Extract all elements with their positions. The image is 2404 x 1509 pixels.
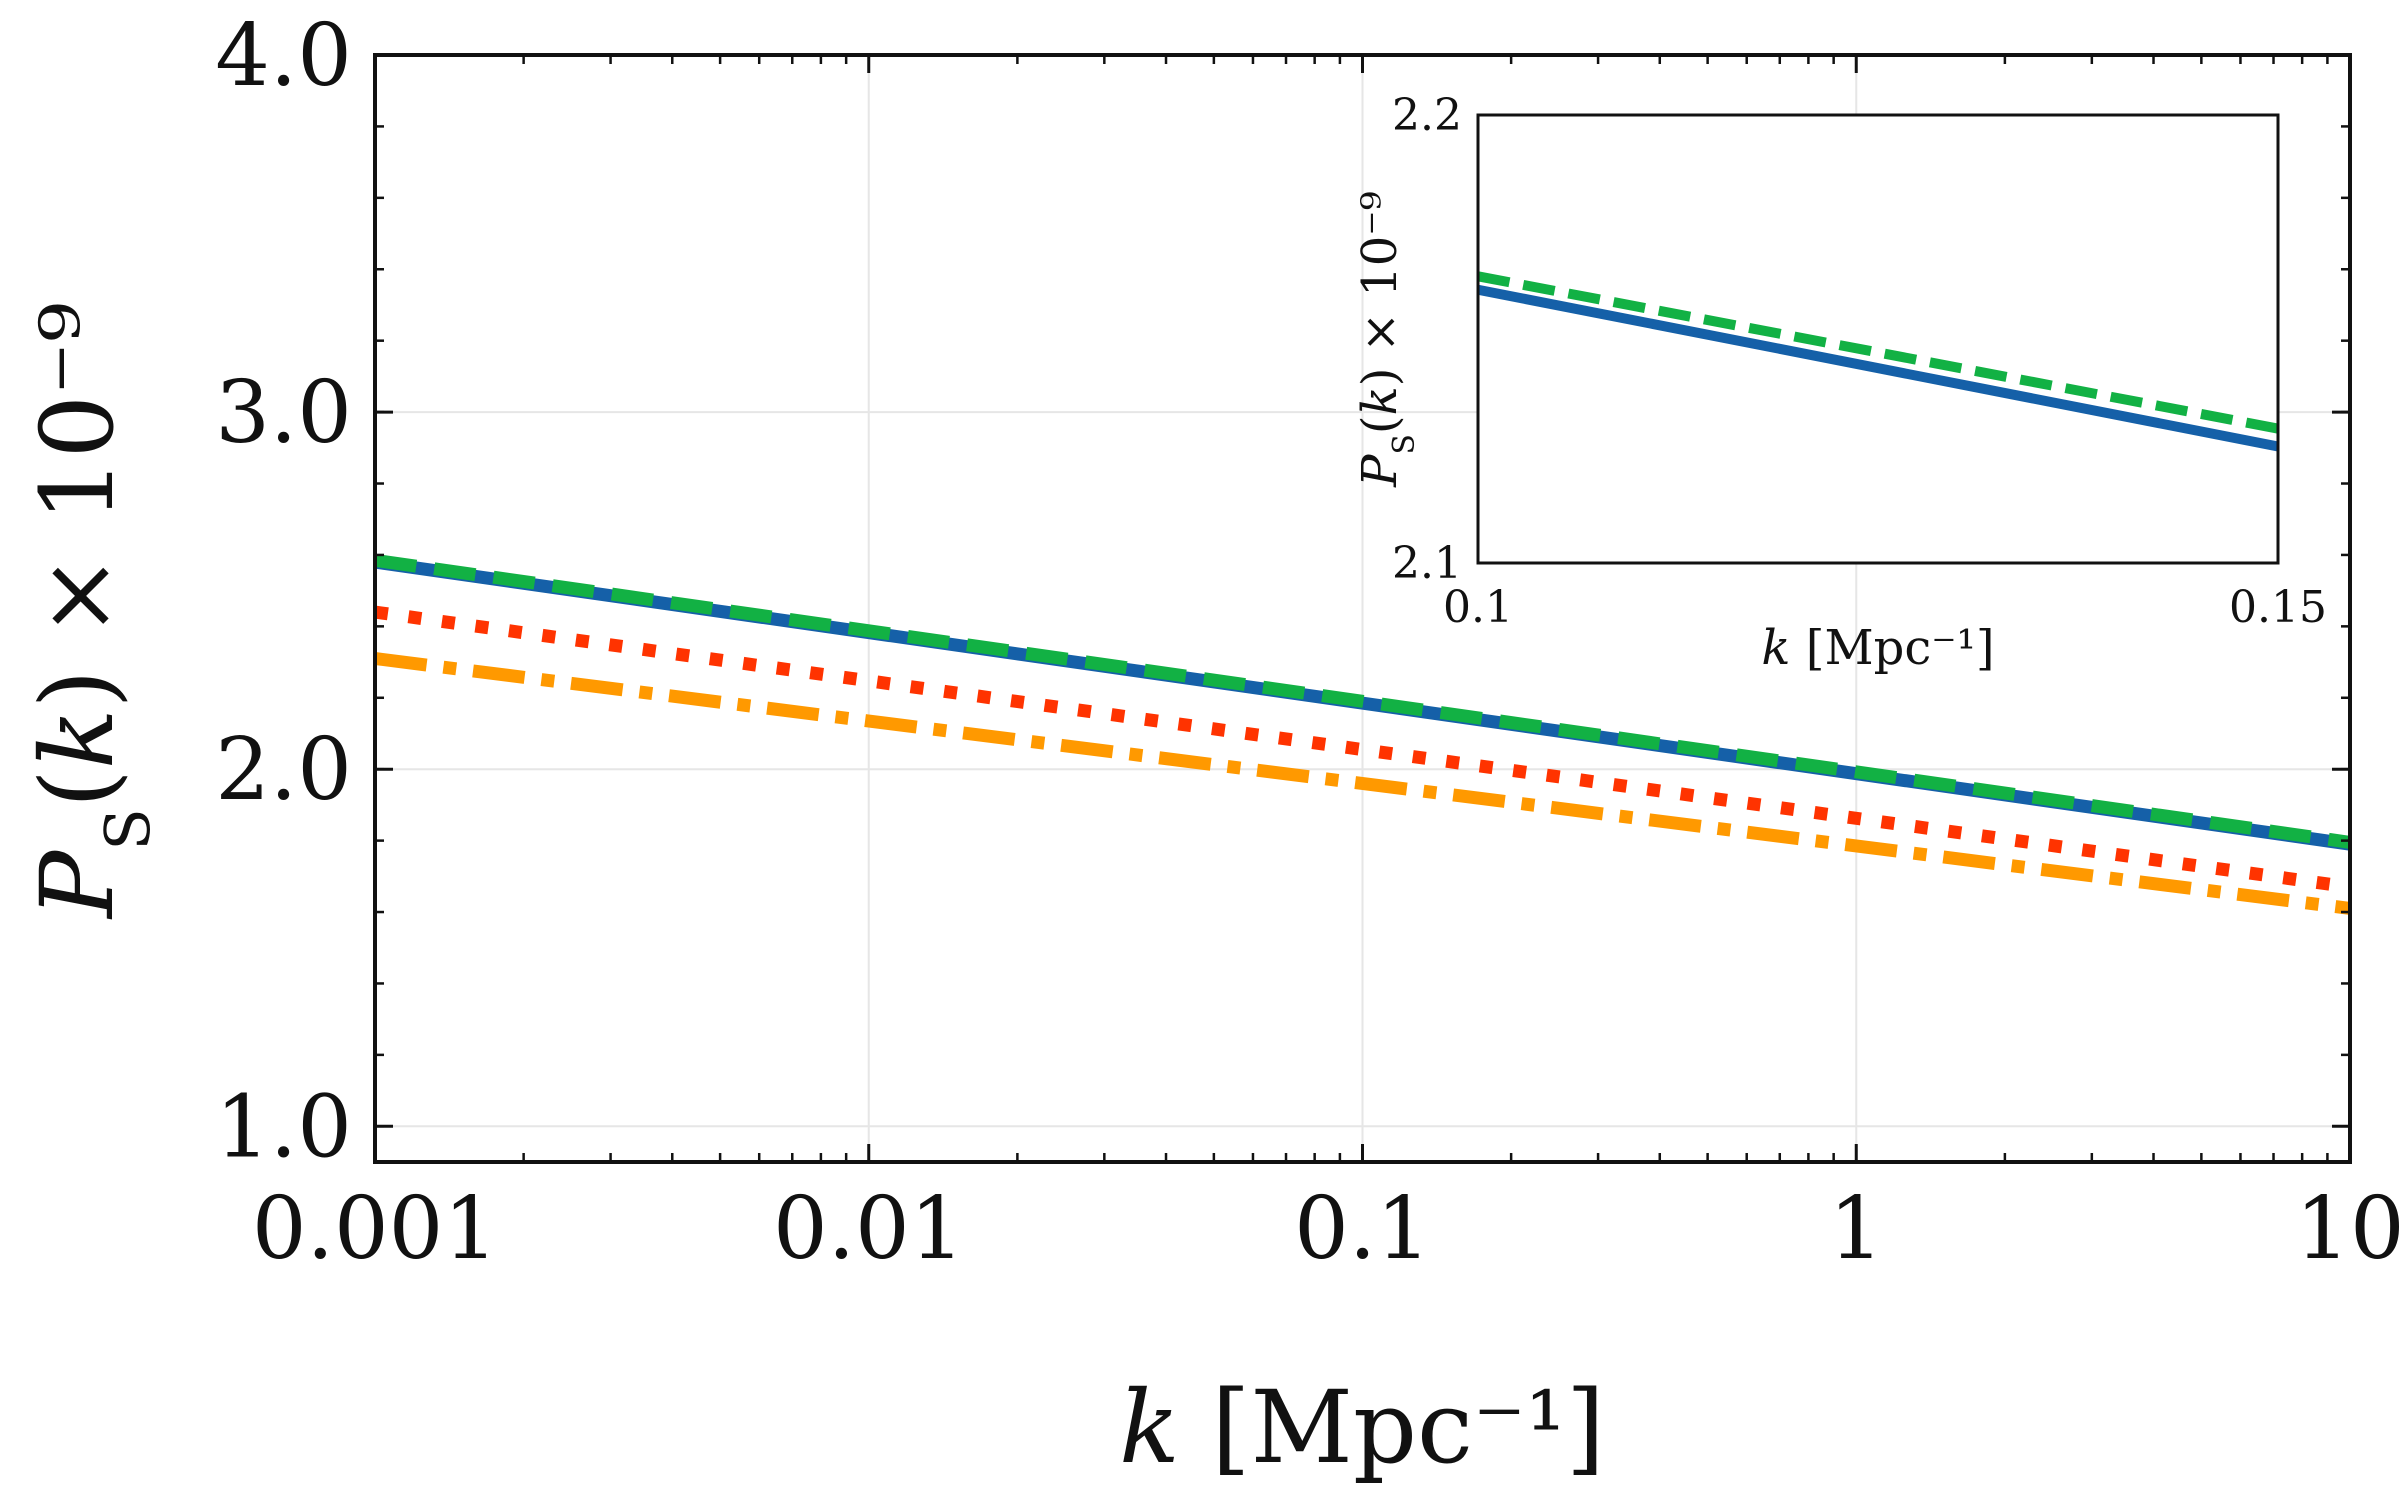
series-line-dotted bbox=[374, 605, 2351, 894]
x-axis-label: k [Mpc⁻¹] bbox=[1119, 1369, 1605, 1486]
inset-series-line-solid bbox=[1477, 284, 2279, 452]
inset-x-tick-label: 0.15 bbox=[2229, 582, 2327, 633]
x-tick-label: 0.01 bbox=[773, 1179, 964, 1279]
inset-y-tick-label: 2.2 bbox=[1392, 90, 1462, 141]
x-tick-label: 1 bbox=[1829, 1179, 1884, 1279]
y-tick-label: 1.0 bbox=[215, 1077, 352, 1177]
main-panel: 0.001 0.01 0.1 1 10 1.0 2.0 3.0 4.0 k [Mpc⁻¹] PS(k… bbox=[19, 6, 2404, 1486]
inset-x-axis-label: k [Mpc⁻¹] bbox=[1761, 620, 1994, 676]
inset-panel: 0.1 0.15 2.1 2.2 k [Mpc⁻¹] PS(k) × 10⁻⁹ bbox=[1352, 90, 2327, 676]
inset-y-axis-label: PS(k) × 10⁻⁹ bbox=[1352, 191, 1422, 488]
inset-background bbox=[1478, 115, 2278, 563]
y-tick-label: 4.0 bbox=[215, 6, 352, 106]
series-line-dashed bbox=[374, 553, 2351, 849]
inset-x-tick-label: 0.1 bbox=[1443, 582, 1513, 633]
inset-plot-frame bbox=[1476, 113, 2280, 565]
series-line-dashdot bbox=[374, 652, 2351, 915]
inset-y-tick-label: 2.1 bbox=[1392, 538, 1462, 589]
x-tick-label: 0.001 bbox=[252, 1179, 498, 1279]
x-tick-label: 0.1 bbox=[1294, 1179, 1431, 1279]
y-tick-label: 2.0 bbox=[215, 720, 352, 820]
x-tick-label: 10 bbox=[2295, 1179, 2404, 1279]
y-axis-label: PS(k) × 10⁻⁹ bbox=[19, 302, 164, 920]
y-tick-label: 3.0 bbox=[215, 363, 352, 463]
